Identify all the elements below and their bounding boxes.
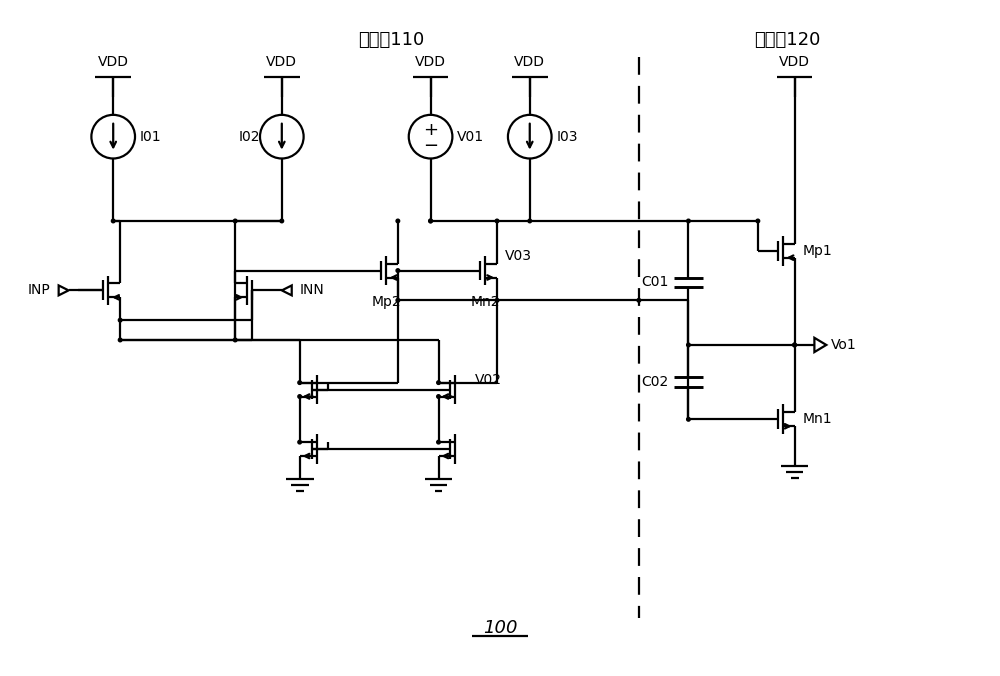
Text: VDD: VDD <box>779 55 810 69</box>
Text: Mn2: Mn2 <box>470 295 500 310</box>
Circle shape <box>396 299 400 302</box>
Text: INP: INP <box>28 283 51 297</box>
Circle shape <box>637 299 641 302</box>
Circle shape <box>687 418 690 421</box>
Text: I02: I02 <box>238 130 260 144</box>
Text: V02: V02 <box>475 372 502 387</box>
Circle shape <box>429 219 432 223</box>
Circle shape <box>118 338 122 342</box>
Text: VDD: VDD <box>415 55 446 69</box>
Circle shape <box>793 343 796 347</box>
Text: V01: V01 <box>457 130 484 144</box>
Text: I03: I03 <box>557 130 578 144</box>
Text: VDD: VDD <box>266 55 297 69</box>
Circle shape <box>495 219 499 223</box>
Text: −: − <box>423 137 438 155</box>
Circle shape <box>233 338 237 342</box>
Circle shape <box>756 219 760 223</box>
Text: +: + <box>423 121 438 139</box>
Text: 输出级120: 输出级120 <box>754 32 821 49</box>
Circle shape <box>280 219 284 223</box>
Text: C01: C01 <box>641 275 669 289</box>
Text: Mp2: Mp2 <box>371 295 401 310</box>
Text: Mp1: Mp1 <box>802 244 832 258</box>
Circle shape <box>298 381 301 385</box>
Text: Vo1: Vo1 <box>831 338 857 352</box>
Circle shape <box>437 381 440 385</box>
Circle shape <box>687 343 690 347</box>
Text: VDD: VDD <box>98 55 129 69</box>
Circle shape <box>429 219 432 223</box>
Circle shape <box>233 219 237 223</box>
Text: C02: C02 <box>641 375 669 389</box>
Text: VDD: VDD <box>514 55 545 69</box>
Text: Mn1: Mn1 <box>802 412 832 427</box>
Text: V03: V03 <box>505 249 532 263</box>
Circle shape <box>793 343 796 347</box>
Text: 100: 100 <box>483 619 517 637</box>
Circle shape <box>396 219 400 223</box>
Circle shape <box>495 299 499 302</box>
Circle shape <box>687 219 690 223</box>
Circle shape <box>437 395 440 398</box>
Circle shape <box>118 318 122 322</box>
Circle shape <box>298 395 301 398</box>
Circle shape <box>396 269 400 272</box>
Text: I01: I01 <box>140 130 162 144</box>
Circle shape <box>111 219 115 223</box>
Text: INN: INN <box>300 283 324 297</box>
Circle shape <box>528 219 532 223</box>
Text: 输入级110: 输入级110 <box>358 32 424 49</box>
Circle shape <box>437 440 440 444</box>
Circle shape <box>298 440 301 444</box>
